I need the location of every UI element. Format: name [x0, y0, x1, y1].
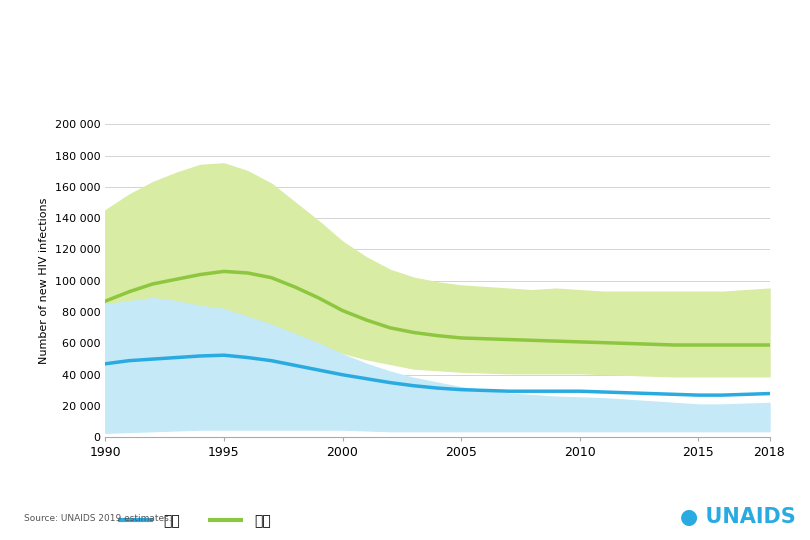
Text: ● UNAIDS: ● UNAIDS [680, 507, 796, 526]
Legend: 男性, 女性: 男性, 女性 [113, 509, 276, 534]
Y-axis label: Number of new HIV infections: Number of new HIV infections [39, 198, 49, 364]
Text: 1990–2018年: 1990–2018年 [15, 62, 126, 80]
Text: 若年層（15–24歳）の男女別新規HIV感染数、西部・中部アフリカ、: 若年層（15–24歳）の男女別新規HIV感染数、西部・中部アフリカ、 [15, 19, 380, 37]
Text: Source: UNAIDS 2019 estimates.: Source: UNAIDS 2019 estimates. [24, 514, 172, 523]
